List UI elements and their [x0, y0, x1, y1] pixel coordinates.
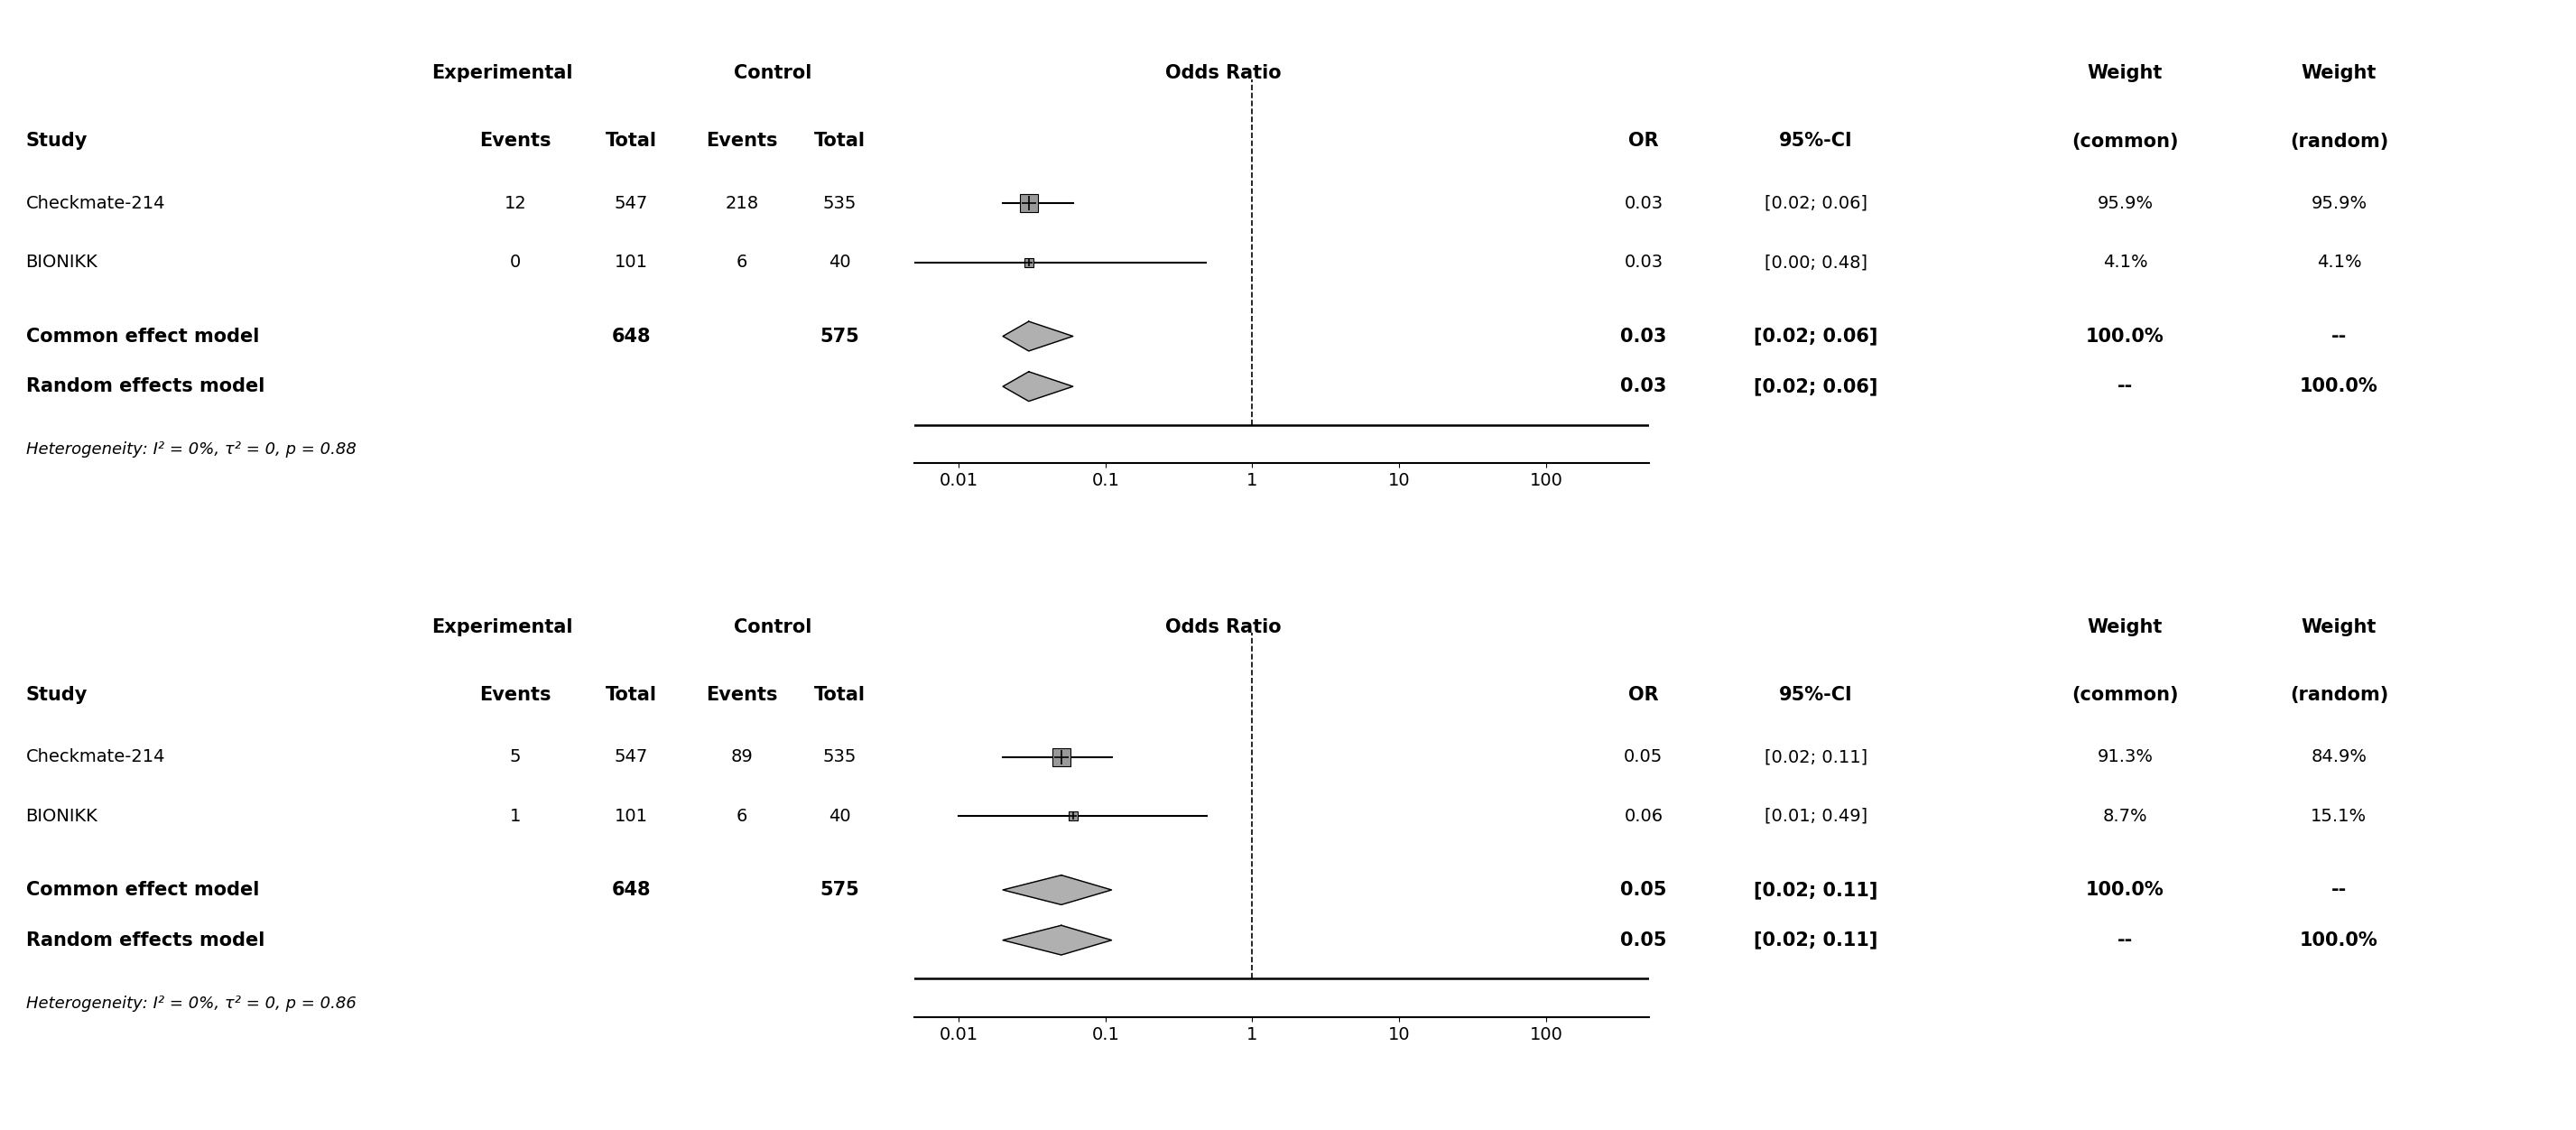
Text: Common effect model: Common effect model — [26, 881, 260, 899]
Text: (common): (common) — [2071, 686, 2179, 704]
Text: 1: 1 — [510, 808, 520, 825]
Text: [0.02; 0.06]: [0.02; 0.06] — [1765, 194, 1868, 211]
Text: Weight: Weight — [2300, 618, 2378, 636]
Text: (random): (random) — [2290, 132, 2388, 150]
Text: 575: 575 — [819, 881, 860, 899]
Polygon shape — [1002, 875, 1113, 905]
Text: [0.00; 0.48]: [0.00; 0.48] — [1765, 254, 1868, 271]
Text: (random): (random) — [2290, 686, 2388, 704]
Text: Common effect model: Common effect model — [26, 328, 260, 346]
Text: Total: Total — [605, 686, 657, 704]
Text: [0.02; 0.11]: [0.02; 0.11] — [1754, 931, 1878, 949]
Text: BIONIKK: BIONIKK — [26, 808, 98, 825]
Polygon shape — [1002, 372, 1074, 401]
Text: Events: Events — [706, 686, 778, 704]
Text: 100.0%: 100.0% — [2300, 931, 2378, 949]
Text: BIONIKK: BIONIKK — [26, 254, 98, 271]
Text: Weight: Weight — [2087, 618, 2164, 636]
Text: 101: 101 — [616, 254, 647, 271]
Text: Events: Events — [479, 686, 551, 704]
Text: --: -- — [2117, 931, 2133, 949]
Text: --: -- — [2117, 377, 2133, 395]
Text: 101: 101 — [616, 808, 647, 825]
Text: Odds Ratio: Odds Ratio — [1164, 618, 1283, 636]
Text: [0.01; 0.49]: [0.01; 0.49] — [1765, 808, 1868, 825]
Text: Heterogeneity: I² = 0%, τ² = 0, p = 0.88: Heterogeneity: I² = 0%, τ² = 0, p = 0.88 — [26, 442, 355, 458]
Text: [0.02; 0.06]: [0.02; 0.06] — [1754, 377, 1878, 395]
Polygon shape — [1002, 925, 1113, 955]
Text: 8.7%: 8.7% — [2102, 808, 2148, 825]
Text: --: -- — [2331, 881, 2347, 899]
Text: Total: Total — [814, 686, 866, 704]
Text: Heterogeneity: I² = 0%, τ² = 0, p = 0.86: Heterogeneity: I² = 0%, τ² = 0, p = 0.86 — [26, 996, 355, 1011]
Text: 15.1%: 15.1% — [2311, 808, 2367, 825]
Text: [0.02; 0.11]: [0.02; 0.11] — [1765, 748, 1868, 765]
Text: 547: 547 — [613, 748, 649, 765]
Text: OR: OR — [1628, 132, 1659, 150]
Text: 6: 6 — [737, 808, 747, 825]
Text: Odds Ratio: Odds Ratio — [1164, 64, 1283, 82]
Text: (common): (common) — [2071, 132, 2179, 150]
Text: 40: 40 — [829, 808, 850, 825]
Text: Weight: Weight — [2300, 64, 2378, 82]
Text: 547: 547 — [613, 194, 649, 211]
Text: Weight: Weight — [2087, 64, 2164, 82]
Text: --: -- — [2331, 328, 2347, 346]
Polygon shape — [1002, 321, 1074, 351]
Text: 0.03: 0.03 — [1620, 377, 1667, 395]
Text: 100.0%: 100.0% — [2087, 881, 2164, 899]
Text: 0.05: 0.05 — [1620, 881, 1667, 899]
Text: 6: 6 — [737, 254, 747, 271]
Text: Random effects model: Random effects model — [26, 931, 265, 949]
Text: Events: Events — [706, 132, 778, 150]
Text: 4.1%: 4.1% — [2316, 254, 2362, 271]
Text: 95%-CI: 95%-CI — [1780, 132, 1852, 150]
Text: 0.06: 0.06 — [1623, 808, 1664, 825]
Text: 95%-CI: 95%-CI — [1780, 686, 1852, 704]
Text: Experimental: Experimental — [433, 64, 572, 82]
Text: 5: 5 — [510, 748, 520, 765]
Text: 575: 575 — [819, 328, 860, 346]
Text: Total: Total — [605, 132, 657, 150]
Text: 648: 648 — [611, 881, 652, 899]
Text: Experimental: Experimental — [433, 618, 572, 636]
Text: 12: 12 — [505, 194, 526, 211]
Text: 218: 218 — [724, 194, 760, 211]
Text: 89: 89 — [732, 748, 752, 765]
Text: 0: 0 — [510, 254, 520, 271]
Text: 535: 535 — [822, 748, 858, 765]
Text: OR: OR — [1628, 686, 1659, 704]
Text: Checkmate-214: Checkmate-214 — [26, 748, 165, 765]
Text: Study: Study — [26, 132, 88, 150]
Text: 84.9%: 84.9% — [2311, 748, 2367, 765]
Text: [0.02; 0.06]: [0.02; 0.06] — [1754, 328, 1878, 346]
Text: 100.0%: 100.0% — [2087, 328, 2164, 346]
Text: Study: Study — [26, 686, 88, 704]
Text: [0.02; 0.11]: [0.02; 0.11] — [1754, 881, 1878, 899]
Text: Events: Events — [479, 132, 551, 150]
Text: 95.9%: 95.9% — [2311, 194, 2367, 211]
Text: Control: Control — [734, 64, 811, 82]
Text: 0.03: 0.03 — [1623, 194, 1664, 211]
Text: 648: 648 — [611, 328, 652, 346]
Text: 0.05: 0.05 — [1620, 931, 1667, 949]
Text: 95.9%: 95.9% — [2097, 194, 2154, 211]
Text: 535: 535 — [822, 194, 858, 211]
Text: 91.3%: 91.3% — [2097, 748, 2154, 765]
Text: Control: Control — [734, 618, 811, 636]
Text: 0.03: 0.03 — [1623, 254, 1664, 271]
Text: Random effects model: Random effects model — [26, 377, 265, 395]
Text: Total: Total — [814, 132, 866, 150]
Text: 4.1%: 4.1% — [2102, 254, 2148, 271]
Text: 40: 40 — [829, 254, 850, 271]
Text: 0.05: 0.05 — [1623, 748, 1664, 765]
Text: 100.0%: 100.0% — [2300, 377, 2378, 395]
Text: 0.03: 0.03 — [1620, 328, 1667, 346]
Text: Checkmate-214: Checkmate-214 — [26, 194, 165, 211]
